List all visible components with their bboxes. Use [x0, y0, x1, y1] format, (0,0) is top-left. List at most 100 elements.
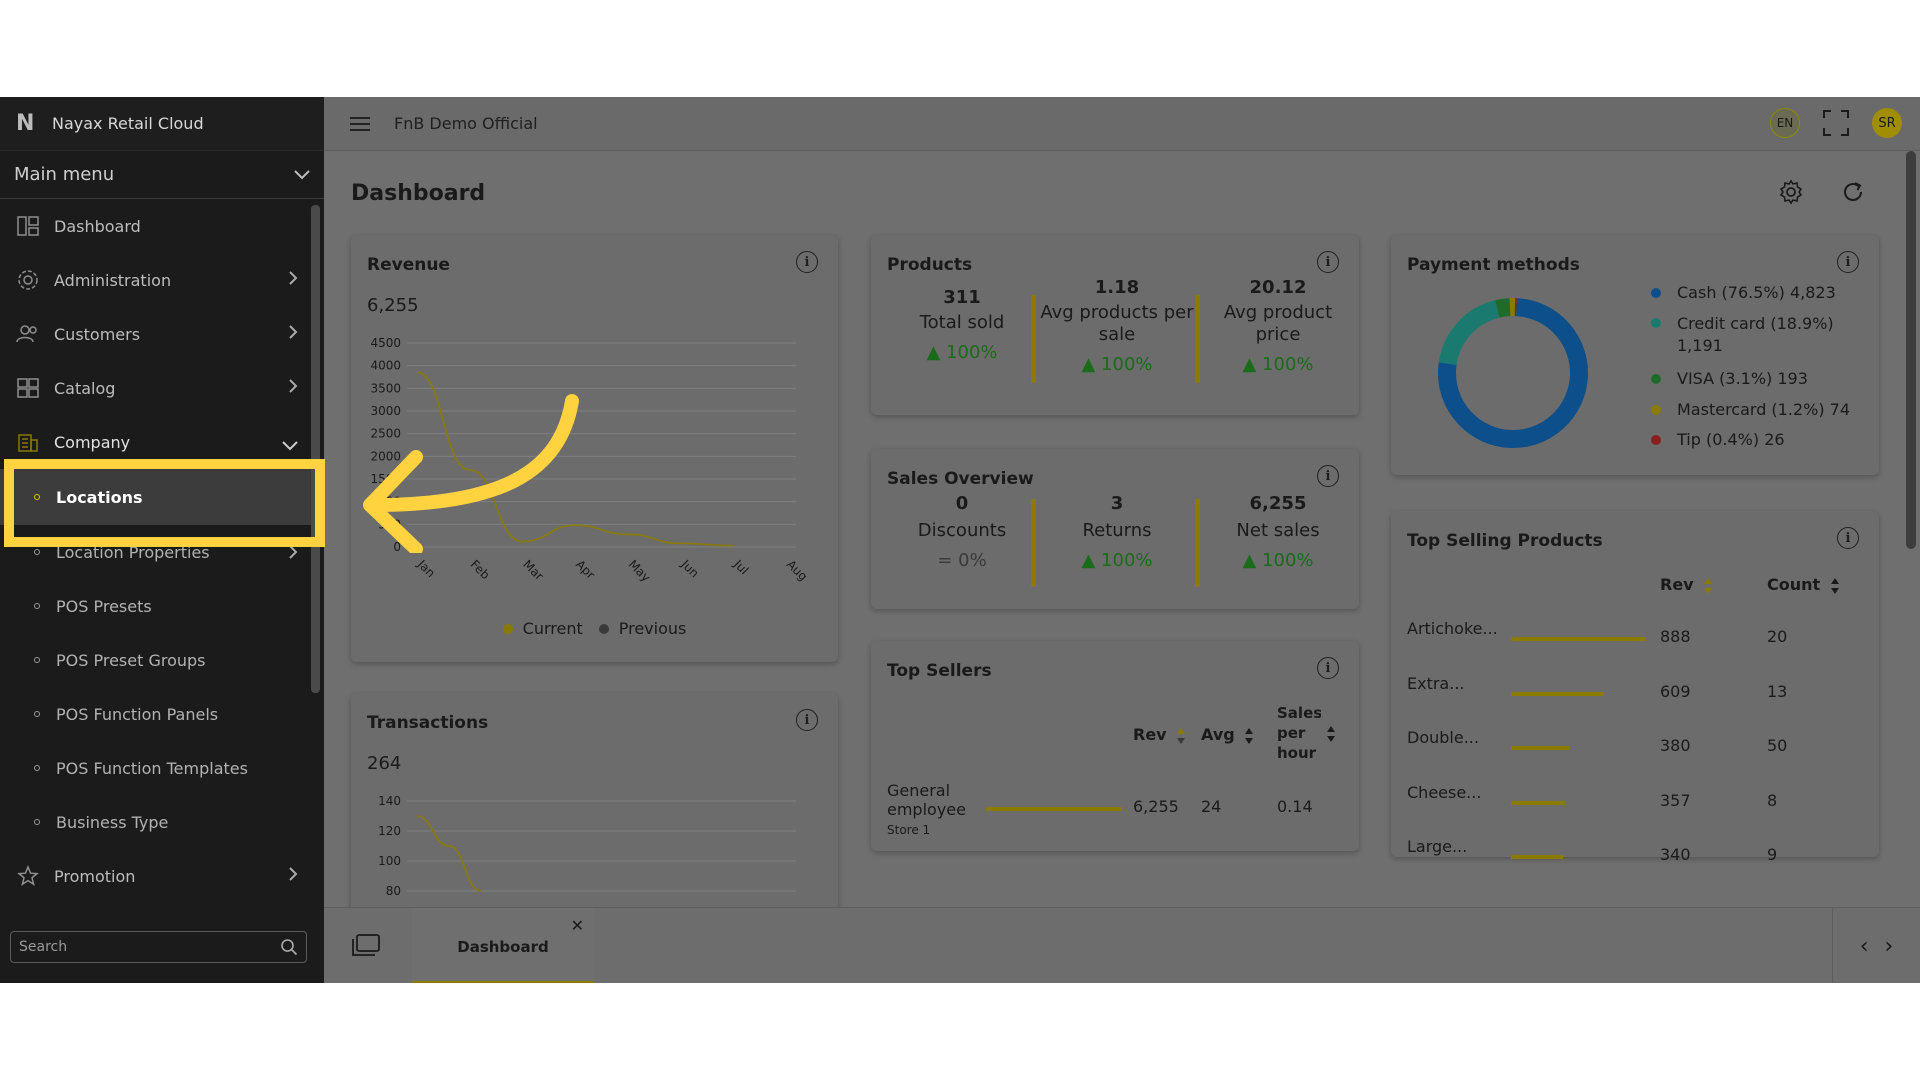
- chart-legend: Current Previous: [351, 619, 838, 638]
- sidebar-subitem-pos-function-templates[interactable]: POS Function Templates: [0, 741, 324, 795]
- y-tick-label: 0: [393, 540, 401, 554]
- product-name: Large...: [1407, 837, 1468, 856]
- sidebar-item-dashboard[interactable]: Dashboard: [0, 199, 324, 253]
- tab-bar: Dashboard ✕ ‹ ›: [324, 907, 1920, 983]
- app-window: N Nayax Retail Cloud Main menu Dashboard…: [0, 97, 1920, 983]
- column-header-rev[interactable]: Rev: [1133, 725, 1186, 745]
- sidebar-item-catalog[interactable]: Catalog: [0, 361, 324, 415]
- legend-item-previous[interactable]: Previous: [598, 619, 686, 638]
- series-line-current: [416, 815, 482, 892]
- bullet-icon: [34, 765, 40, 771]
- close-icon[interactable]: ✕: [570, 916, 584, 935]
- sidebar-item-company[interactable]: Company: [0, 415, 324, 469]
- tab-dashboard[interactable]: Dashboard ✕: [412, 908, 594, 983]
- bullet-icon: [34, 711, 40, 717]
- legend-item-cash[interactable]: Cash (76.5%) 4,823: [1651, 283, 1861, 302]
- users-icon: [16, 322, 40, 346]
- sidebar-scrollbar[interactable]: [311, 205, 320, 693]
- language-selector[interactable]: EN: [1770, 108, 1800, 138]
- legend-item-tip[interactable]: Tip (0.4%) 26: [1651, 430, 1861, 449]
- top-selling-products-card: Top Selling Products i Rev Count Articho…: [1391, 511, 1879, 864]
- y-tick-label: 4000: [370, 359, 401, 373]
- info-icon[interactable]: i: [1837, 251, 1859, 273]
- products-card: Products i 311 Total sold ▲ 100% 1.18 Av…: [871, 235, 1359, 415]
- main-menu-toggle[interactable]: Main menu: [0, 151, 324, 199]
- product-count: 9: [1767, 845, 1778, 864]
- arrow-up-icon: ▲: [1242, 354, 1257, 375]
- sidebar-item-promotion[interactable]: Promotion: [0, 849, 324, 903]
- payment-methods-card: Payment methods i Cash (76.5%) 4,823 Cre…: [1391, 235, 1879, 475]
- hamburger-menu-icon[interactable]: [350, 113, 370, 135]
- donut-slice-0: [1438, 298, 1588, 448]
- arrow-up-icon: ▲: [1242, 550, 1257, 571]
- column-header-rev[interactable]: Rev: [1660, 575, 1713, 595]
- sidebar-subitem-pos-presets[interactable]: POS Presets: [0, 579, 324, 633]
- card-title: Sales Overview: [887, 469, 1034, 489]
- column-header-avg[interactable]: Avg: [1201, 725, 1254, 745]
- info-icon[interactable]: i: [796, 709, 818, 731]
- content-scrollbar[interactable]: [1906, 151, 1916, 549]
- sort-icon[interactable]: [1326, 725, 1336, 743]
- info-icon[interactable]: i: [1837, 527, 1859, 549]
- settings-gear-icon[interactable]: [1778, 179, 1804, 205]
- y-tick-label: 140: [378, 794, 401, 808]
- product-name: Double...: [1407, 728, 1479, 747]
- sidebar-search: [10, 931, 307, 963]
- stat-total-sold: 311 Total sold ▲ 100%: [919, 287, 1005, 363]
- sidebar-subitem-pos-preset-groups[interactable]: POS Preset Groups: [0, 633, 324, 687]
- sidebar-search-input[interactable]: [19, 939, 280, 955]
- nayax-logo-icon: N: [16, 110, 35, 136]
- product-count: 13: [1767, 681, 1788, 701]
- legend-item-mastercard[interactable]: Mastercard (1.2%) 74: [1651, 400, 1861, 419]
- sidebar-subitem-business-type[interactable]: Business Type: [0, 795, 324, 849]
- info-icon[interactable]: i: [796, 251, 818, 273]
- product-count: 8: [1767, 790, 1778, 810]
- legend-item-current[interactable]: Current: [502, 619, 583, 638]
- sidebar-subitem-label: POS Function Panels: [56, 704, 219, 724]
- transactions-line-chart: 80 100 120 140: [378, 794, 796, 898]
- info-icon[interactable]: i: [1317, 465, 1339, 487]
- y-tick-label: 2500: [370, 427, 401, 441]
- chevron-right-icon: [288, 544, 298, 564]
- y-tick-label: 120: [378, 824, 401, 838]
- column-header-count[interactable]: Count: [1767, 575, 1840, 595]
- info-icon[interactable]: i: [1317, 251, 1339, 273]
- sidebar-subitem-location-properties[interactable]: Location Properties: [0, 525, 324, 579]
- gear-user-icon: [16, 268, 40, 292]
- chevron-right-icon[interactable]: ›: [1884, 933, 1894, 959]
- bullet-icon: [34, 603, 40, 609]
- legend-item-visa[interactable]: VISA (3.1%) 193: [1651, 369, 1861, 388]
- x-tick-label: Jul: [730, 557, 751, 578]
- bullet-icon: [34, 549, 40, 555]
- y-tick-label: 2000: [370, 449, 401, 463]
- transactions-card: Transactions i 264 80 100 120 140: [351, 693, 838, 933]
- column-header-sales-per-hour[interactable]: Sales per hour: [1277, 704, 1321, 762]
- product-rev: 380: [1660, 736, 1691, 755]
- arrow-up-icon: ▲: [1081, 354, 1096, 375]
- search-icon[interactable]: [280, 938, 298, 956]
- sidebar-item-administration[interactable]: Administration: [0, 253, 324, 307]
- refresh-icon[interactable]: [1840, 179, 1866, 205]
- brand-header[interactable]: N Nayax Retail Cloud: [0, 97, 324, 151]
- sidebar-item-label: Catalog: [54, 378, 116, 398]
- sidebar-item-customers[interactable]: Customers: [0, 307, 324, 361]
- divider: [1195, 295, 1200, 383]
- sidebar-subitem-locations[interactable]: Locations: [0, 469, 324, 525]
- legend-item-credit-card[interactable]: Credit card (18.9%) 1,191: [1651, 313, 1861, 357]
- dashboard-icon: [16, 214, 40, 238]
- user-avatar[interactable]: SR: [1872, 108, 1902, 138]
- product-rev: 340: [1660, 845, 1691, 864]
- main-menu-label: Main menu: [14, 164, 115, 185]
- chevron-right-icon: [288, 324, 298, 344]
- sidebar-subitem-label: Location Properties: [56, 542, 210, 562]
- chevron-left-icon[interactable]: ‹: [1859, 933, 1869, 959]
- product-rev-bar: [1511, 637, 1646, 641]
- windows-icon[interactable]: [352, 934, 380, 956]
- page-title: Dashboard: [351, 181, 486, 206]
- fullscreen-icon[interactable]: [1822, 109, 1850, 137]
- organization-name[interactable]: FnB Demo Official: [394, 114, 538, 133]
- sidebar-subitem-pos-function-panels[interactable]: POS Function Panels: [0, 687, 324, 741]
- bullet-icon: [34, 819, 40, 825]
- info-icon[interactable]: i: [1317, 657, 1339, 679]
- product-rev-bar: [1511, 800, 1565, 805]
